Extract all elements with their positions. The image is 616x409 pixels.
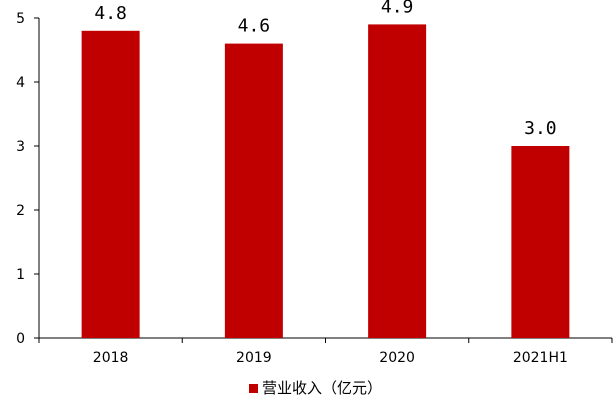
y-tick-label: 2 (16, 203, 25, 219)
x-tick-label-2021H1: 2021H1 (513, 350, 568, 366)
y-tick-label: 1 (16, 267, 25, 283)
bar-2021H1 (511, 146, 570, 338)
data-label-2020: 4.9 (381, 0, 414, 17)
x-tick-label-2018: 2018 (93, 350, 129, 366)
y-tick-label: 4 (16, 75, 25, 91)
chart-bars (81, 24, 570, 339)
bar-2018 (81, 30, 140, 339)
y-tick-label: 3 (16, 139, 25, 155)
x-tick-label-2020: 2020 (379, 350, 415, 366)
chart-legend: 营业收入（亿元） (249, 379, 382, 397)
bar-2020 (368, 24, 427, 339)
x-tick-label-2019: 2019 (236, 350, 272, 366)
data-label-2021H1: 3.0 (524, 118, 557, 139)
chart-data-labels: 4.8 4.6 4.9 3.0 (94, 0, 556, 139)
y-tick-label: 0 (16, 331, 25, 347)
legend-swatch (249, 384, 258, 393)
bar-2019 (224, 43, 283, 338)
data-label-2018: 4.8 (94, 3, 127, 24)
data-label-2019: 4.6 (238, 16, 271, 37)
legend-label: 营业收入（亿元） (262, 379, 382, 397)
y-tick-label: 5 (16, 11, 25, 27)
